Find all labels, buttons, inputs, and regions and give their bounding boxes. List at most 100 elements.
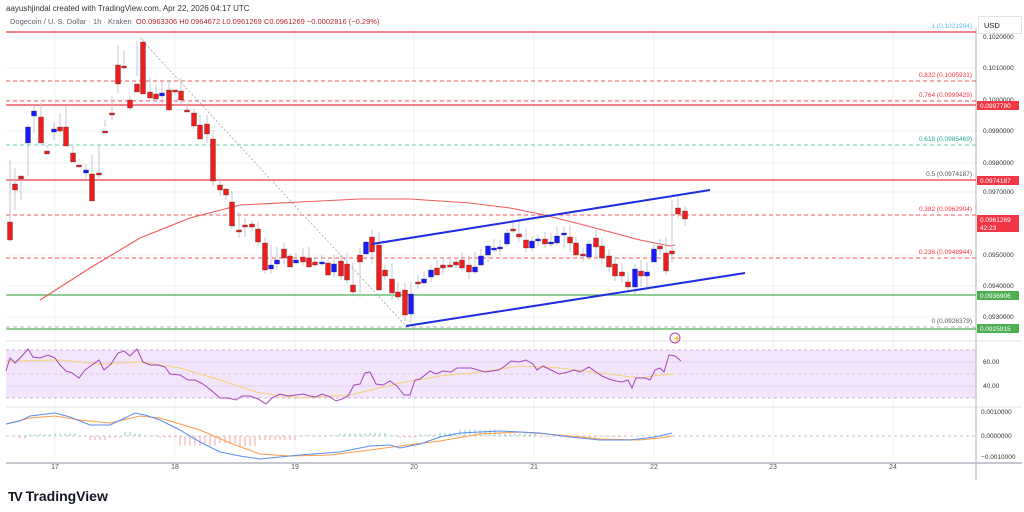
rsi-ma-line bbox=[5, 359, 676, 399]
price-tick-label: 0.1000000 bbox=[983, 97, 1014, 104]
bear-candle bbox=[184, 109, 190, 113]
fib-level-label: 0.618 (0.0985469) bbox=[919, 136, 972, 143]
rsi-axis-label: 40.00 bbox=[983, 383, 1000, 390]
bear-candle bbox=[357, 254, 363, 263]
bull-candle bbox=[421, 278, 427, 284]
bear-candle bbox=[402, 289, 408, 316]
bear-candle bbox=[115, 64, 121, 85]
bull-candle bbox=[319, 261, 325, 265]
time-axis-label: 17 bbox=[51, 464, 59, 471]
bear-candle bbox=[38, 116, 44, 144]
bear-candle bbox=[236, 229, 242, 233]
symbol-legend[interactable]: Dogecoin / U. S. Dollar · 1h · Kraken O0… bbox=[10, 17, 379, 26]
bear-candle bbox=[96, 172, 102, 176]
bear-candle bbox=[89, 173, 95, 202]
bull-candle bbox=[83, 169, 89, 174]
rsi-axis-label: 60.00 bbox=[983, 359, 1000, 366]
time-axis-label: 23 bbox=[769, 464, 777, 471]
bear-candle bbox=[249, 223, 255, 228]
tradingview-wordmark: TradingView bbox=[25, 488, 108, 504]
bull-candle bbox=[428, 269, 434, 278]
bear-candle bbox=[204, 123, 210, 135]
bear-candle bbox=[300, 256, 306, 263]
rsi-line bbox=[5, 348, 682, 405]
bear-candle bbox=[44, 150, 50, 155]
bear-candle bbox=[338, 260, 344, 277]
bull-candle bbox=[548, 241, 554, 245]
bull-candle bbox=[491, 247, 497, 251]
bull-candle bbox=[554, 235, 560, 244]
price-badge-label: 0.0936906 bbox=[980, 293, 1011, 300]
bear-candle bbox=[63, 126, 69, 147]
price-badge-label: 0.0961269 bbox=[980, 217, 1011, 224]
bull-candle bbox=[363, 241, 369, 255]
bear-candle bbox=[76, 164, 82, 168]
bear-candle bbox=[510, 228, 516, 232]
bull-candle bbox=[497, 246, 503, 250]
bull-candle bbox=[485, 245, 491, 256]
price-badge bbox=[977, 101, 1019, 110]
bear-candle bbox=[619, 271, 625, 277]
bear-candle bbox=[197, 124, 203, 140]
bear-candle bbox=[217, 184, 223, 191]
bear-candle bbox=[229, 201, 235, 227]
bear-candle bbox=[523, 239, 529, 249]
bear-candle bbox=[516, 233, 522, 238]
bull-candle bbox=[408, 293, 414, 315]
fib-level-label: 0.5 (0.0974187) bbox=[926, 171, 972, 178]
bear-candle bbox=[191, 112, 197, 127]
bear-candle bbox=[153, 93, 159, 100]
main-pane bbox=[6, 28, 976, 340]
moving-average-line bbox=[39, 198, 676, 301]
time-axis-label: 24 bbox=[889, 464, 897, 471]
bull-candle bbox=[159, 92, 165, 97]
channel-lower-line bbox=[405, 272, 746, 327]
price-badge bbox=[977, 176, 1019, 185]
bear-candle bbox=[573, 242, 579, 256]
bear-candle bbox=[255, 228, 261, 243]
macd-axis-label: 0.0000000 bbox=[981, 433, 1012, 440]
chart-credit: aayushjindal created with TradingView.co… bbox=[6, 4, 250, 13]
bear-candle bbox=[434, 267, 440, 276]
bear-candle bbox=[638, 270, 644, 277]
bear-candle bbox=[459, 259, 465, 269]
tradingview-logo: TV TradingView bbox=[8, 488, 108, 504]
bear-candle bbox=[18, 175, 24, 180]
bear-candle bbox=[242, 224, 248, 228]
time-axis-label: 21 bbox=[530, 464, 538, 471]
time-axis-label: 20 bbox=[410, 464, 418, 471]
fib-level-label: 0.764 (0.0999429) bbox=[919, 92, 972, 99]
bull-candle bbox=[529, 240, 535, 249]
bear-candle bbox=[682, 210, 688, 220]
bear-candle bbox=[606, 255, 612, 268]
bull-candle bbox=[561, 232, 567, 236]
bull-candle bbox=[51, 128, 57, 133]
macd-signal-line bbox=[5, 415, 673, 457]
bear-candle bbox=[287, 255, 293, 268]
bull-candle bbox=[586, 243, 592, 258]
bear-candle bbox=[669, 250, 675, 255]
bull-candle bbox=[268, 264, 274, 270]
bear-candle bbox=[262, 242, 268, 271]
bear-candle bbox=[625, 281, 631, 288]
bear-candle bbox=[109, 112, 115, 116]
price-badge bbox=[977, 215, 1019, 232]
bear-candle bbox=[166, 89, 172, 111]
bear-candle bbox=[306, 257, 312, 268]
bull-candle bbox=[25, 126, 31, 144]
bear-candle bbox=[657, 245, 663, 250]
rsi-band bbox=[6, 350, 976, 398]
bear-candle bbox=[57, 126, 63, 132]
bull-candle bbox=[293, 259, 299, 264]
currency-selector[interactable]: USD bbox=[978, 16, 1022, 34]
ohlc-values: O0.0963306 H0.0964672 L0.0961269 C0.0961… bbox=[135, 17, 380, 26]
bear-candle bbox=[147, 91, 153, 99]
bear-candle bbox=[382, 269, 388, 277]
price-badge bbox=[977, 324, 1019, 333]
bear-candle bbox=[440, 264, 446, 269]
bear-candle bbox=[312, 261, 318, 266]
bear-candle bbox=[593, 237, 599, 248]
price-tick-label: 0.0970000 bbox=[983, 189, 1014, 196]
price-badge-label: 0.0974187 bbox=[980, 178, 1011, 185]
